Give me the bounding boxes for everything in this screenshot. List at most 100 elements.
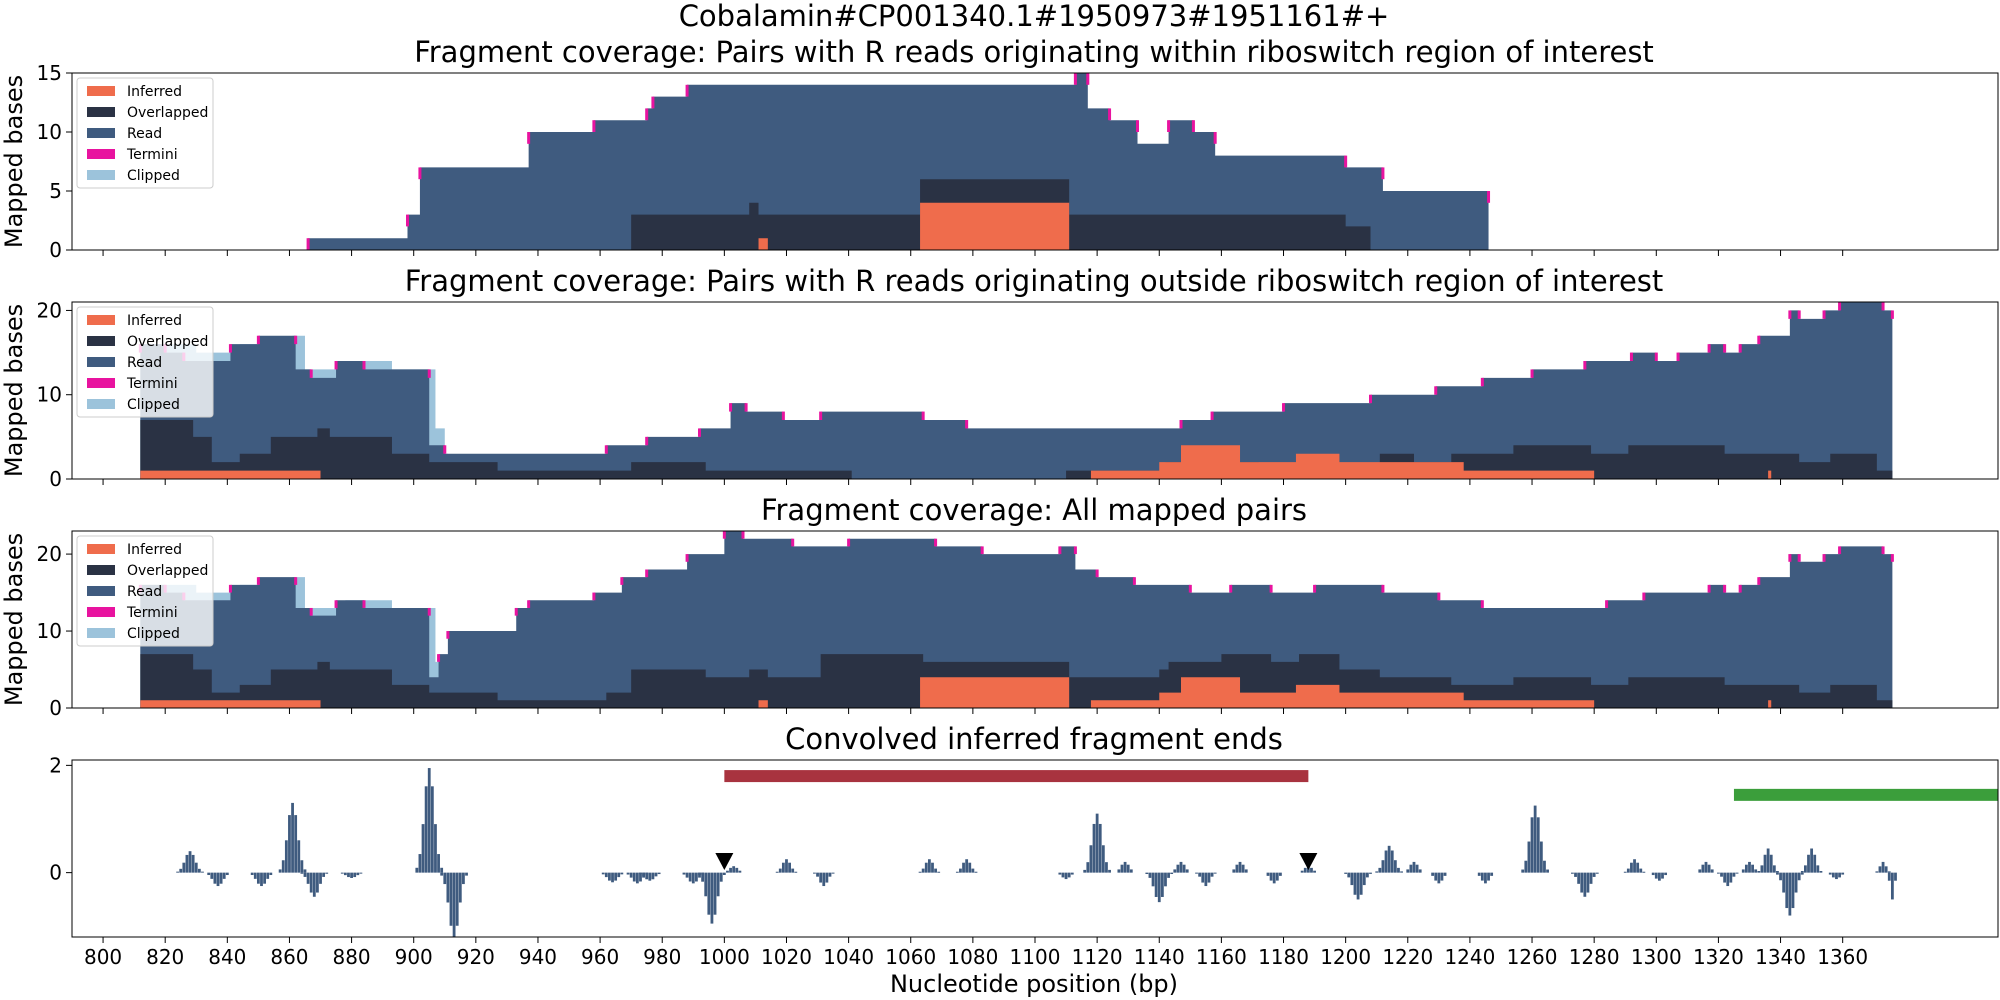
conv-bar: [1266, 872, 1270, 876]
conv-bar: [1800, 872, 1804, 875]
x-tick-label: 1000: [699, 945, 750, 969]
conv-bar: [729, 867, 732, 873]
conv-bar: [1123, 861, 1127, 873]
conv-bar: [813, 872, 816, 874]
plot-area: [176, 768, 1998, 937]
conv-bar: [353, 872, 357, 878]
conv-bar: [455, 872, 459, 926]
conv-bar: [340, 872, 344, 874]
conv-bar: [645, 872, 649, 880]
conv-bar: [688, 872, 692, 882]
conv-bar: [816, 872, 819, 877]
conv-bar: [322, 872, 326, 877]
conv-bar: [1580, 872, 1584, 893]
conv-bar: [1120, 864, 1124, 873]
plot-area: [138, 531, 1894, 708]
inferred-area: [140, 445, 1772, 479]
conv-bar: [1108, 869, 1111, 873]
x-tick-label: 980: [643, 945, 681, 969]
conv-bar: [1779, 872, 1782, 881]
conv-bar: [1151, 872, 1155, 887]
conv-bar: [1145, 872, 1149, 875]
conv-bar: [1831, 872, 1835, 878]
conv-bar: [1657, 872, 1661, 881]
conv-bar: [1766, 848, 1770, 873]
conv-bar: [1238, 861, 1242, 873]
y-tick-label: 10: [37, 120, 62, 144]
conv-bar: [316, 872, 319, 893]
conv-bar: [1651, 872, 1655, 876]
conv-bar: [825, 872, 829, 883]
conv-bar: [685, 872, 689, 878]
conv-bar: [788, 862, 791, 873]
conv-bar: [1431, 872, 1435, 876]
conv-bar: [1838, 872, 1841, 878]
panel-title: Fragment coverage: All mapped pairs: [761, 493, 1307, 527]
conv-bar: [1210, 872, 1214, 877]
conv-bar: [1574, 872, 1577, 877]
conv-bar: [1530, 817, 1534, 873]
x-tick-label: 1240: [1444, 945, 1495, 969]
y-tick-label: 0: [49, 696, 62, 720]
x-tick-label: 920: [457, 945, 495, 969]
conv-bar: [1241, 864, 1245, 873]
conv-bar: [971, 868, 975, 873]
conv-bar: [1726, 872, 1730, 887]
conv-bar: [1387, 845, 1391, 873]
conv-bar: [300, 872, 304, 874]
conv-bar: [281, 860, 285, 873]
conv-bar: [1300, 870, 1304, 873]
x-tick-label: 1020: [761, 945, 812, 969]
conv-bar: [263, 872, 266, 884]
conv-bar: [1527, 841, 1531, 873]
conv-bar: [1623, 871, 1627, 873]
y-tick-label: 20: [37, 298, 62, 322]
conv-bar: [1443, 872, 1447, 876]
conv-bar: [955, 871, 959, 873]
conv-bar: [639, 872, 642, 882]
y-axis-label: Mapped bases: [0, 75, 28, 248]
conv-bar: [626, 872, 630, 875]
legend-label-termini: Termini: [126, 605, 178, 621]
conv-bar: [1630, 862, 1633, 873]
conv-bar: [1732, 872, 1736, 877]
conv-bar: [791, 868, 795, 873]
read-area: [140, 302, 1893, 479]
conv-bar: [785, 859, 788, 873]
conv-bar: [1070, 872, 1074, 875]
legend-swatch-inferred: [87, 315, 115, 325]
conv-bar: [1409, 864, 1413, 873]
conv-bar: [1794, 872, 1798, 893]
conv-bar: [1098, 823, 1102, 873]
conv-bar: [921, 868, 925, 873]
conv-bar: [188, 851, 192, 873]
conv-bar: [918, 871, 922, 873]
conv-bar: [642, 872, 645, 877]
figure-suptitle: Cobalamin#CP001340.1#1950973#1951161#+: [679, 0, 1390, 33]
conv-bar: [1751, 864, 1754, 873]
conv-bar: [1207, 872, 1211, 883]
conv-bar: [794, 871, 798, 873]
conv-bar: [1393, 860, 1397, 873]
convolution-panel: Convolved inferred fragment ends 0 2 800 820…: [49, 722, 1999, 998]
conv-bar: [440, 872, 444, 876]
legend-label-read: Read: [127, 584, 162, 600]
conv-bar: [1546, 869, 1549, 873]
conv-bar: [210, 872, 214, 879]
legend-box-2: [76, 535, 214, 647]
y-tick-label: 0: [49, 467, 62, 491]
conv-bar: [1894, 872, 1897, 881]
conv-bar: [722, 872, 726, 875]
conv-bar: [1878, 866, 1882, 873]
inferred-area: [758, 202, 1070, 250]
conv-bar: [654, 872, 658, 877]
conv-bar: [1344, 872, 1348, 874]
conv-bar: [1176, 864, 1180, 873]
conv-bar: [1595, 872, 1599, 874]
legend-label-termini: Termini: [126, 376, 178, 392]
conv-bar: [831, 872, 835, 874]
conv-bar: [1182, 864, 1186, 873]
conv-bar: [698, 872, 701, 875]
conv-bar: [1661, 872, 1664, 879]
conv-bar: [1748, 861, 1751, 873]
